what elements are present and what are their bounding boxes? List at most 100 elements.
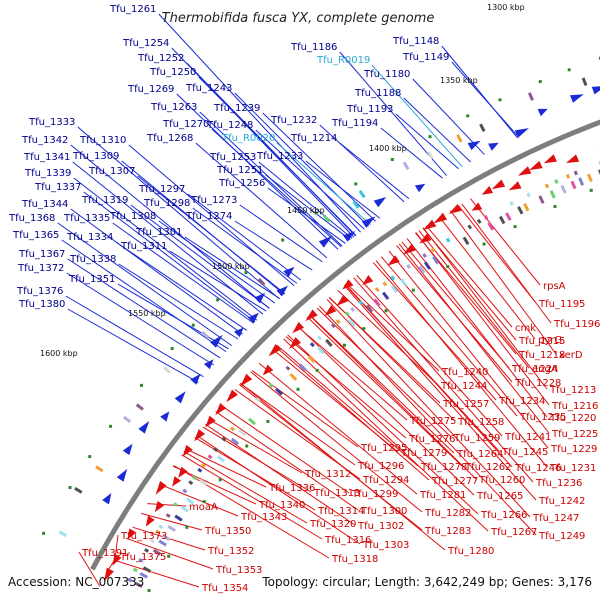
gc-content-dot [314, 211, 318, 215]
forward-gene-label: Tfu_1239 [213, 103, 260, 114]
label-leader-line [185, 448, 267, 488]
label-leader-line [184, 236, 280, 299]
reverse-gene-label: Tfu_1314 [317, 506, 364, 517]
reverse-gene-label: Tfu_1294 [362, 475, 409, 486]
cog-category-bar [134, 581, 143, 589]
label-leader-line [470, 198, 541, 286]
scale-tick-label: 1450 kbp [287, 206, 325, 215]
label-leader-line [67, 258, 221, 359]
reverse-gene-arrow [491, 179, 506, 190]
label-leader-line [425, 225, 513, 328]
label-leader-line [461, 203, 552, 324]
forward-gene-arrow [467, 140, 481, 151]
forward-gene-label: Tfu_1149 [402, 52, 449, 63]
forward-gene-label: Tfu_1319 [81, 195, 128, 206]
cog-category-bar [149, 538, 155, 544]
reverse-gene-label: Tfu_1354 [201, 583, 248, 594]
label-leader-line [262, 112, 376, 222]
label-leader-line [78, 551, 100, 586]
label-leader-line [220, 404, 350, 494]
cog-category-bar [74, 486, 83, 494]
reverse-gene-arrow [342, 279, 354, 290]
cog-category-bar [309, 342, 315, 348]
reverse-gene-label: Tfu_1275 [409, 416, 456, 427]
cog-category-bar [476, 218, 482, 224]
reverse-gene-label: Tfu_1282 [424, 508, 471, 519]
label-leader-lines [57, 13, 557, 588]
cog-category-bar [456, 134, 463, 143]
cog-category-bar [307, 355, 316, 364]
reverse-gene-label: Tfu_1318 [331, 554, 378, 565]
cog-category-bar [538, 195, 545, 204]
gc-content-dot [362, 327, 366, 331]
reverse-gene-label: rpsA [543, 281, 566, 292]
gc-content-dot [567, 68, 571, 72]
cog-category-bar [373, 298, 381, 307]
cog-category-bar [322, 214, 331, 223]
label-leader-line [345, 283, 513, 468]
reverse-gene-label: Tfu_1350 [204, 526, 251, 537]
label-leader-line [61, 239, 227, 353]
reverse-gene-arrow [387, 255, 400, 266]
reverse-gene-label: Tfu_1312 [304, 469, 351, 480]
cog-category-bar [213, 447, 219, 452]
cog-category-bar [350, 306, 355, 312]
scale-tick-label: 1350 kbp [440, 76, 478, 85]
label-leader-line [316, 307, 452, 438]
forward-gene-label: Tfu_1338 [69, 254, 116, 265]
cog-category-bar [422, 252, 428, 258]
forward-gene-arrow [361, 216, 376, 228]
cog-category-bar [479, 123, 486, 132]
label-leader-line [398, 243, 550, 434]
forward-gene-label: Tfu_1233 [256, 151, 303, 162]
reverse-gene-label: Tfu_1257 [442, 399, 489, 410]
reverse-gene-label: Tfu_1216 [551, 401, 598, 412]
cog-category-bar [432, 256, 440, 265]
cog-category-bar [152, 548, 162, 556]
map-title: Thermobifida fusca YX, complete genome [162, 11, 435, 26]
cog-category-bar [317, 346, 325, 355]
label-leader-line [187, 193, 301, 281]
cog-category-bar [348, 318, 356, 327]
forward-gene-label: Tfu_1308 [109, 211, 156, 222]
label-leader-line [234, 220, 313, 271]
cog-category-bar [400, 278, 408, 287]
reverse-gene-label: engA [532, 364, 558, 375]
reverse-gene-label: Tfu_1281 [419, 490, 466, 501]
cog-category-bar [188, 480, 194, 486]
gc-content-dot [218, 478, 222, 482]
label-leader-line [73, 177, 258, 321]
reverse-gene-arrow [423, 219, 437, 230]
cog-category-bar [517, 206, 524, 215]
label-leader-line [441, 45, 518, 139]
reverse-gene-label: Tfu_1234 [498, 396, 545, 407]
reverse-gene-label: Tfu_1241 [504, 432, 551, 443]
cog-category-bar [544, 183, 550, 189]
forward-gene-label: Tfu_1310 [79, 135, 126, 146]
cog-category-bar [565, 173, 571, 179]
cog-category-bar [358, 190, 366, 199]
label-leader-line [117, 283, 229, 350]
reverse-gene-arrow [154, 500, 165, 513]
label-leader-line [329, 297, 456, 422]
label-leader-line [439, 216, 536, 340]
gc-content-dot [315, 368, 319, 372]
forward-gene-label: Tfu_1263 [150, 102, 197, 113]
reverse-gene-arrow [419, 233, 432, 244]
reverse-gene-label: Tfu_1300 [360, 506, 407, 517]
label-leader-line [371, 64, 463, 168]
label-leader-line [118, 263, 239, 340]
cog-category-bar [127, 577, 133, 583]
forward-gene-label: Tfu_1193 [346, 104, 393, 115]
gc-content-dot [281, 238, 285, 242]
cog-category-bar [317, 335, 323, 341]
label-leader-line [83, 191, 256, 323]
cog-category-bar [132, 567, 138, 573]
cog-category-bar [255, 397, 261, 403]
label-leader-line [57, 222, 232, 347]
reverse-gene-label: Tfu_1242 [538, 496, 585, 507]
forward-gene-arrow [318, 235, 333, 248]
label-leader-line [412, 78, 485, 155]
gc-content-dot [498, 98, 502, 102]
label-leader-line [208, 419, 303, 474]
